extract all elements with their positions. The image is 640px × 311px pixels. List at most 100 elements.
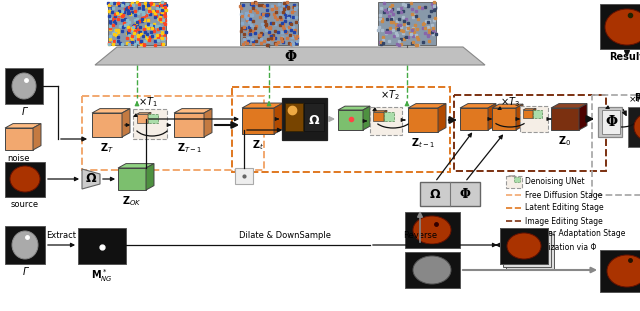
Ellipse shape [10, 166, 40, 192]
Polygon shape [438, 104, 446, 132]
Polygon shape [92, 113, 122, 137]
Polygon shape [274, 103, 283, 134]
Text: $\mathbf{Z}_0$: $\mathbf{Z}_0$ [559, 134, 572, 148]
Bar [600, 4, 640, 49]
Polygon shape [523, 108, 536, 110]
Polygon shape [507, 176, 515, 177]
Polygon shape [551, 104, 587, 108]
Text: $\mathbf{M}^*_{NG}$: $\mathbf{M}^*_{NG}$ [91, 267, 113, 284]
Bar [500, 228, 548, 264]
Ellipse shape [12, 73, 36, 99]
Text: Γ: Γ [21, 107, 27, 117]
Polygon shape [338, 106, 370, 110]
Bar [506, 234, 554, 270]
Bar [405, 212, 460, 248]
Bar [5, 68, 43, 104]
Bar [405, 252, 460, 288]
Bar [82, 96, 264, 170]
Bar [592, 95, 640, 195]
Polygon shape [373, 110, 387, 112]
Text: Extract: Extract [46, 231, 76, 240]
Polygon shape [488, 104, 496, 130]
Text: source: source [11, 200, 39, 209]
Bar [503, 231, 551, 267]
Polygon shape [174, 113, 204, 137]
Bar [598, 107, 622, 137]
Polygon shape [373, 112, 384, 121]
Polygon shape [408, 108, 438, 132]
Bar [520, 106, 548, 132]
Text: Encoder Adaptation Stage: Encoder Adaptation Stage [525, 230, 625, 239]
Polygon shape [492, 104, 523, 108]
Polygon shape [33, 123, 41, 150]
Polygon shape [513, 176, 515, 182]
Polygon shape [384, 110, 387, 121]
Polygon shape [523, 110, 533, 118]
Polygon shape [148, 112, 151, 123]
Polygon shape [460, 104, 496, 108]
Text: Ω: Ω [429, 188, 440, 201]
Bar [500, 228, 548, 264]
Bar [370, 107, 402, 135]
Bar [506, 176, 522, 188]
Text: Φ: Φ [460, 188, 470, 201]
Text: Ω: Ω [86, 173, 96, 185]
Polygon shape [460, 108, 488, 130]
Text: $\times T_1$: $\times T_1$ [138, 95, 158, 109]
Text: Reverse: Reverse [403, 231, 437, 240]
Polygon shape [146, 164, 154, 190]
Bar [282, 98, 327, 140]
Polygon shape [174, 109, 212, 113]
Text: $\mathbf{Z}_{T-1}$: $\mathbf{Z}_{T-1}$ [177, 141, 203, 155]
Ellipse shape [605, 9, 640, 45]
Polygon shape [507, 177, 513, 182]
Bar [133, 109, 167, 139]
Bar [533, 110, 542, 118]
Polygon shape [118, 164, 154, 168]
Polygon shape [204, 109, 212, 137]
Polygon shape [95, 47, 485, 65]
Polygon shape [137, 114, 148, 123]
Ellipse shape [413, 216, 451, 244]
Ellipse shape [12, 231, 38, 259]
Bar [600, 250, 640, 292]
Bar [108, 2, 166, 45]
Ellipse shape [634, 112, 640, 142]
Ellipse shape [607, 255, 640, 287]
Bar [602, 110, 620, 134]
Text: Result: Result [634, 93, 640, 103]
Text: $\mathbf{Z}_{t-1}$: $\mathbf{Z}_{t-1}$ [411, 136, 435, 150]
Polygon shape [492, 108, 516, 130]
Polygon shape [92, 109, 130, 113]
Polygon shape [118, 168, 146, 190]
Bar [454, 95, 606, 171]
Ellipse shape [413, 256, 451, 284]
Polygon shape [122, 109, 130, 137]
Polygon shape [82, 169, 100, 189]
Text: Denoising UNet: Denoising UNet [525, 178, 584, 187]
Bar [5, 226, 45, 264]
Polygon shape [579, 104, 587, 130]
Text: Free Diffusion Stage: Free Diffusion Stage [525, 191, 602, 199]
Text: Latent Editing Stage: Latent Editing Stage [525, 203, 604, 212]
Polygon shape [408, 104, 446, 108]
Polygon shape [5, 123, 41, 128]
Bar [5, 162, 45, 197]
Text: $\times T_{ft}$: $\times T_{ft}$ [628, 94, 640, 106]
Text: Visualization via Φ: Visualization via Φ [525, 243, 596, 252]
Polygon shape [242, 103, 283, 108]
Text: $\mathbf{Z}_T$: $\mathbf{Z}_T$ [100, 141, 114, 155]
Polygon shape [551, 108, 579, 130]
Bar [240, 2, 298, 45]
Ellipse shape [507, 233, 541, 259]
Bar [304, 103, 324, 131]
Bar [78, 228, 126, 264]
Bar [232, 87, 450, 172]
Polygon shape [363, 106, 370, 130]
Bar [514, 177, 520, 182]
Text: Γ: Γ [22, 267, 28, 277]
Polygon shape [516, 104, 523, 130]
Text: $\mathbf{Z}_{OK}$: $\mathbf{Z}_{OK}$ [122, 194, 141, 208]
Polygon shape [5, 128, 33, 150]
Text: Φ: Φ [605, 115, 617, 129]
